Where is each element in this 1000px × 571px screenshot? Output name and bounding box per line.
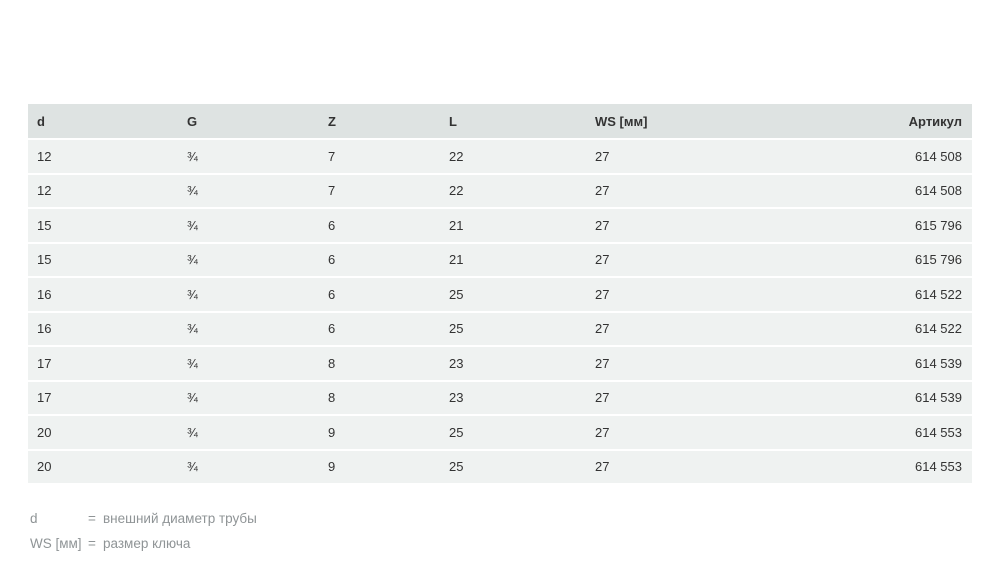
legend-equals: = (88, 511, 96, 526)
cell-l: 22 (440, 173, 586, 209)
cell-g: ¾ (178, 415, 319, 451)
cell-ws: 27 (586, 173, 786, 209)
cell-l: 22 (440, 139, 586, 175)
cell-artikul: 614 539 (786, 346, 972, 382)
cell-d: 16 (28, 311, 178, 347)
table-row: 12 ¾ 7 22 27 614 508 (28, 139, 972, 175)
cell-g: ¾ (178, 139, 319, 175)
cell-ws: 27 (586, 208, 786, 244)
legend-row-ws: WS [мм] = размер ключа (30, 531, 972, 556)
cell-g: ¾ (178, 242, 319, 278)
table-row: 16 ¾ 6 25 27 614 522 (28, 311, 972, 347)
table-row: 20 ¾ 9 25 27 614 553 (28, 449, 972, 485)
col-header-artikul: Артикул (786, 104, 972, 140)
col-header-g: G (178, 104, 319, 140)
cell-z: 6 (319, 277, 440, 313)
cell-z: 6 (319, 208, 440, 244)
col-header-d: d (28, 104, 178, 140)
cell-l: 25 (440, 449, 586, 485)
cell-ws: 27 (586, 380, 786, 416)
cell-artikul: 614 522 (786, 277, 972, 313)
cell-ws: 27 (586, 415, 786, 451)
cell-ws: 27 (586, 277, 786, 313)
cell-artikul: 614 553 (786, 415, 972, 451)
cell-g: ¾ (178, 208, 319, 244)
cell-artikul: 614 539 (786, 380, 972, 416)
cell-z: 6 (319, 311, 440, 347)
cell-ws: 27 (586, 311, 786, 347)
cell-artikul: 615 796 (786, 242, 972, 278)
legend-row-d: d = внешний диаметр трубы (30, 506, 972, 531)
legend-term: WS [мм] (30, 536, 82, 551)
cell-d: 17 (28, 346, 178, 382)
cell-d: 15 (28, 242, 178, 278)
cell-artikul: 614 522 (786, 311, 972, 347)
legend-definition: размер ключа (103, 536, 191, 551)
col-header-ws: WS [мм] (586, 104, 786, 140)
cell-z: 7 (319, 173, 440, 209)
cell-l: 25 (440, 415, 586, 451)
cell-z: 9 (319, 415, 440, 451)
table-row: 16 ¾ 6 25 27 614 522 (28, 277, 972, 313)
cell-d: 15 (28, 208, 178, 244)
cell-d: 17 (28, 380, 178, 416)
cell-ws: 27 (586, 449, 786, 485)
cell-g: ¾ (178, 173, 319, 209)
cell-l: 25 (440, 277, 586, 313)
cell-l: 25 (440, 311, 586, 347)
cell-l: 23 (440, 346, 586, 382)
cell-d: 20 (28, 415, 178, 451)
cell-z: 6 (319, 242, 440, 278)
cell-artikul: 614 553 (786, 449, 972, 485)
col-header-z: Z (319, 104, 440, 140)
table-row: 15 ¾ 6 21 27 615 796 (28, 208, 972, 244)
cell-ws: 27 (586, 139, 786, 175)
cell-d: 12 (28, 139, 178, 175)
cell-l: 21 (440, 208, 586, 244)
legend: d = внешний диаметр трубы WS [мм] = разм… (30, 506, 972, 556)
legend-term: d (30, 511, 38, 526)
cell-g: ¾ (178, 277, 319, 313)
cell-ws: 27 (586, 346, 786, 382)
table-row: 17 ¾ 8 23 27 614 539 (28, 346, 972, 382)
cell-d: 16 (28, 277, 178, 313)
cell-g: ¾ (178, 311, 319, 347)
cell-g: ¾ (178, 380, 319, 416)
cell-ws: 27 (586, 242, 786, 278)
cell-g: ¾ (178, 346, 319, 382)
cell-d: 12 (28, 173, 178, 209)
legend-definition: внешний диаметр трубы (103, 511, 257, 526)
spec-table: d G Z L WS [мм] Артикул 12 ¾ 7 22 27 614… (28, 104, 972, 485)
cell-z: 8 (319, 346, 440, 382)
cell-artikul: 615 796 (786, 208, 972, 244)
legend-equals: = (88, 536, 96, 551)
cell-artikul: 614 508 (786, 139, 972, 175)
cell-d: 20 (28, 449, 178, 485)
table-row: 12 ¾ 7 22 27 614 508 (28, 173, 972, 209)
table-row: 15 ¾ 6 21 27 615 796 (28, 242, 972, 278)
col-header-l: L (440, 104, 586, 140)
cell-artikul: 614 508 (786, 173, 972, 209)
table-header-row: d G Z L WS [мм] Артикул (28, 104, 972, 140)
cell-g: ¾ (178, 449, 319, 485)
catalog-spec-page: d G Z L WS [мм] Артикул 12 ¾ 7 22 27 614… (28, 104, 972, 556)
cell-l: 21 (440, 242, 586, 278)
table-body: 12 ¾ 7 22 27 614 508 12 ¾ 7 22 27 614 50… (28, 139, 972, 485)
cell-z: 8 (319, 380, 440, 416)
table-row: 20 ¾ 9 25 27 614 553 (28, 415, 972, 451)
cell-z: 9 (319, 449, 440, 485)
cell-z: 7 (319, 139, 440, 175)
table-row: 17 ¾ 8 23 27 614 539 (28, 380, 972, 416)
cell-l: 23 (440, 380, 586, 416)
